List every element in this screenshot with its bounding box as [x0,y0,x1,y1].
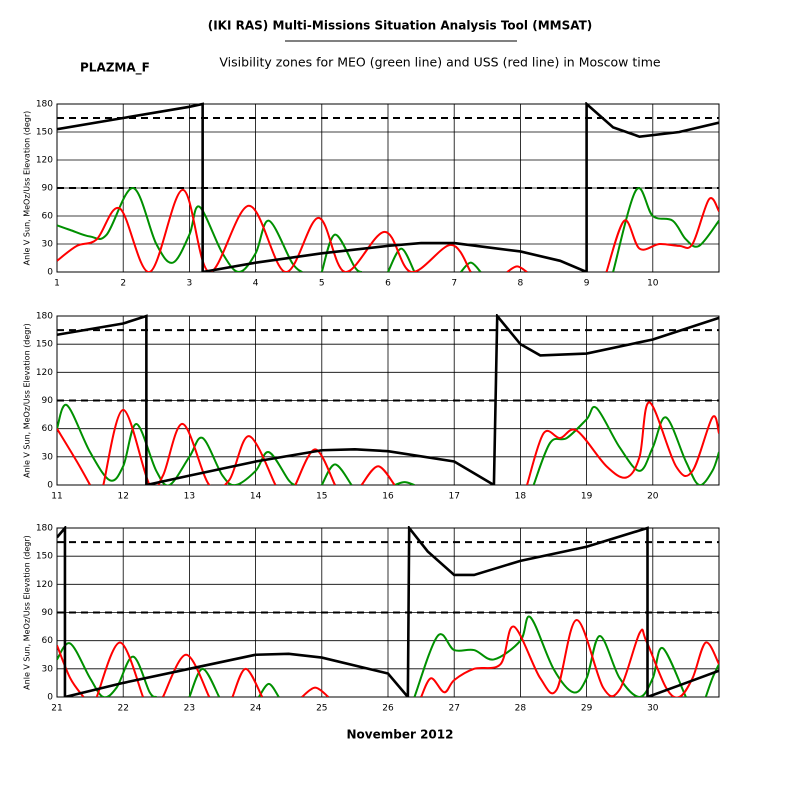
data-line [57,187,303,272]
x-tick-label: 14 [250,492,262,502]
x-tick-label: 17 [448,492,459,502]
y-axis-label: Anle V Sun, MeOz/Uss Elevation (degr) [23,323,32,478]
y-tick-label: 180 [36,524,53,534]
y-tick-label: 180 [36,312,53,322]
y-tick-label: 120 [36,580,53,590]
data-line [294,448,336,485]
data-line [320,233,363,272]
y-tick-label: 60 [42,636,54,646]
x-axis-label: November 2012 [347,728,454,742]
x-tick-label: 25 [316,704,327,714]
y-tick-label: 90 [42,396,54,406]
x-tick-label: 23 [184,704,195,714]
subtitle: Visibility zones for MEO (green line) an… [219,55,660,70]
x-tick-label: 1 [54,279,60,289]
y-tick-label: 30 [42,664,54,674]
x-tick-label: 30 [647,704,659,714]
plot-frame [56,527,720,698]
y-tick-label: 120 [36,368,53,378]
x-tick-label: 4 [253,279,259,289]
x-tick-label: 7 [451,279,457,289]
y-tick-label: 150 [36,552,53,562]
x-tick-label: 15 [316,492,327,502]
x-tick-label: 6 [385,279,391,289]
y-tick-label: 0 [47,481,53,491]
x-tick-label: 27 [448,704,459,714]
y-tick-label: 180 [36,100,53,110]
title: (IKI RAS) Multi-Missions Situation Analy… [208,19,593,33]
data-line [57,403,296,485]
x-tick-label: 28 [515,704,527,714]
data-line [188,667,221,697]
x-tick-label: 21 [51,704,62,714]
x-tick-label: 12 [117,492,128,502]
y-tick-label: 150 [36,340,53,350]
x-tick-label: 8 [518,279,524,289]
data-line [387,247,416,272]
data-line [360,465,396,485]
plot-frame [56,315,720,486]
data-line [612,187,719,272]
x-tick-label: 13 [184,492,195,502]
y-tick-label: 30 [42,452,54,462]
x-tick-label: 22 [117,704,128,714]
data-line [413,615,687,697]
data-line [420,619,719,697]
y-tick-label: 0 [47,268,53,278]
x-tick-label: 29 [581,704,593,714]
x-tick-label: 5 [319,279,325,289]
x-tick-label: 9 [584,279,590,289]
data-line [102,408,277,485]
data-line [162,653,211,697]
data-line [57,102,719,272]
x-tick-label: 16 [382,492,394,502]
data-line [320,463,353,485]
data-line [704,663,719,697]
x-tick-label: 19 [581,492,593,502]
data-line [57,644,85,697]
data-line [526,401,719,485]
y-tick-label: 120 [36,156,53,166]
data-line [95,641,144,697]
data-line [532,405,719,485]
x-tick-label: 24 [250,704,262,714]
x-tick-label: 11 [51,492,62,502]
data-line [301,686,330,697]
y-tick-label: 0 [47,693,53,703]
label: PLAZMA_F [80,61,150,76]
y-tick-label: 60 [42,424,54,434]
data-line [57,428,91,485]
y-tick-label: 60 [42,212,54,222]
data-line [394,481,415,485]
data-line [57,642,157,697]
data-line [605,197,719,272]
x-tick-label: 3 [187,279,193,289]
x-tick-label: 26 [382,704,394,714]
x-tick-label: 18 [515,492,527,502]
x-tick-label: 20 [647,492,659,502]
y-tick-label: 30 [42,240,54,250]
data-line [57,314,719,485]
y-tick-label: 90 [42,608,54,618]
x-tick-label: 10 [647,279,659,289]
y-tick-label: 150 [36,128,53,138]
data-line [231,667,264,697]
y-axis-label: Anle V Sun, MeOz/Uss Elevation (degr) [23,535,32,690]
y-axis-label: Anle V Sun, MeOz/Uss Elevation (degr) [23,111,32,266]
x-tick-label: 2 [120,279,126,289]
y-tick-label: 90 [42,184,54,194]
data-line [57,526,719,697]
data-line [506,265,528,272]
data-line [460,261,482,272]
